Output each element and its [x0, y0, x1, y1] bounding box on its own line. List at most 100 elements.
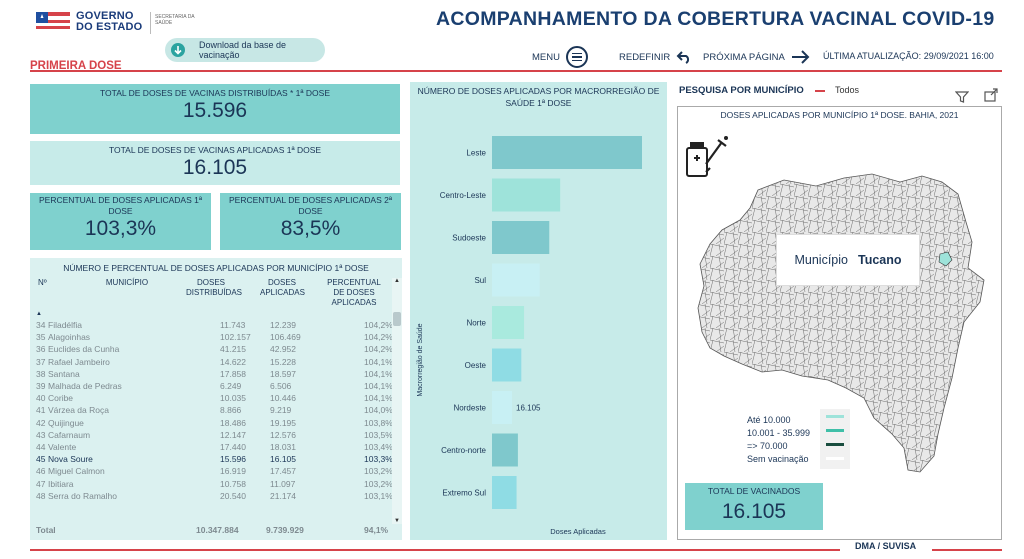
row-aplicadas: 42.952: [270, 344, 296, 355]
row-percentual: 103,8%: [364, 417, 393, 428]
bahia-flag-logo: [36, 12, 70, 34]
proxima-pagina-button[interactable]: PRÓXIMA PÁGINA: [703, 50, 811, 64]
category-label: Sul: [474, 276, 486, 285]
sort-asc-icon[interactable]: ▲: [36, 311, 42, 317]
logo-divider: [150, 12, 151, 34]
col-municipio[interactable]: MUNICÍPIO: [105, 278, 149, 287]
kpi-aplicadas-label: TOTAL DE DOSES DE VACINAS APLICADAS 1ª D…: [108, 145, 322, 155]
total-vacinados-card: TOTAL DE VACINADOS 16.105: [685, 483, 823, 530]
proxima-label: PRÓXIMA PÁGINA: [703, 51, 785, 63]
table-row[interactable]: 41 Várzea da Roça 8.866 9.219 104,0%: [30, 405, 393, 417]
col-distribuidas[interactable]: DOSES DISTRIBUÍDAS: [186, 278, 243, 297]
kpi-distribuidas-label: TOTAL DE DOSES DE VACINAS DISTRIBUÍDAS *…: [99, 88, 331, 98]
municipio-table: NÚMERO E PERCENTUAL DE DOSES APLICADAS P…: [30, 258, 402, 540]
row-num: 44: [36, 442, 46, 452]
row-distribuidas: 102.157: [220, 332, 251, 343]
row-municipio: Valente: [48, 442, 77, 452]
row-num: 34: [36, 320, 46, 330]
search-municipio-label: PESQUISA POR MUNICÍPIO: [679, 85, 804, 96]
municipio-filter-select[interactable]: Todos: [835, 85, 860, 95]
bar-sudoeste: [492, 221, 550, 254]
row-num: 46: [36, 466, 46, 477]
footer-label: DMA / SUVISA: [855, 541, 917, 551]
row-num: 48: [36, 490, 46, 501]
row-municipio: Serra do Ramalho: [48, 490, 117, 501]
logo-line2: DO ESTADO: [76, 21, 143, 33]
table-row[interactable]: 45 Nova Soure 15.596 16.105 103,3%: [30, 454, 393, 466]
row-percentual: 104,1%: [364, 356, 393, 367]
row-distribuidas: 10.035: [220, 393, 246, 404]
col-percentual[interactable]: PERCENTUAL DE DOSES APLICADAS: [327, 278, 381, 307]
redefinir-button[interactable]: REDEFINIR: [619, 50, 692, 64]
search-dash: [815, 90, 825, 92]
row-distribuidas: 17.858: [220, 368, 246, 379]
row-municipio: Euclides da Cunha: [48, 344, 120, 355]
row-percentual: 103,5%: [364, 429, 393, 440]
category-label: Norte: [466, 319, 486, 328]
col-num[interactable]: Nº: [38, 278, 47, 287]
row-num: 36: [36, 344, 46, 355]
row-distribuidas: 10.758: [220, 478, 246, 489]
row-num: 37: [36, 356, 46, 367]
kpi-distribuidas-value: 15.596: [182, 99, 248, 122]
row-aplicadas: 6.506: [270, 381, 292, 391]
logo-text: GOVERNO DO ESTADO: [76, 11, 142, 33]
col-aplicadas[interactable]: DOSES APLICADAS: [260, 278, 305, 297]
row-municipio: Ibitiara: [48, 478, 74, 489]
table-row[interactable]: 40 Coribe 10.035 10.446 104,1%: [30, 393, 393, 405]
table-row[interactable]: 36 Euclides da Cunha 41.215 42.952 104,2%: [30, 344, 393, 356]
table-row[interactable]: 39 Malhada de Pedras 6.249 6.506 104,1%: [30, 381, 393, 393]
legend-item-4: Sem vacinação: [747, 454, 809, 464]
legend-swatch-2: [826, 429, 844, 432]
table-row[interactable]: 35 Alagoinhas 102.157 106.469 104,2%: [30, 332, 393, 344]
map-tooltip: Município Tucano: [776, 234, 920, 286]
total-percentual: 94,1%: [364, 525, 389, 535]
bar-sul: [492, 263, 540, 297]
chart-ylabel: Macrorregião de Saúde: [417, 323, 424, 396]
kpi-perc1-value: 103,3%: [84, 217, 157, 240]
download-label: Download da base de vacinação: [199, 40, 287, 60]
page-title: ACOMPANHAMENTO DA COBERTURA VACINAL COVI…: [436, 8, 995, 30]
kpi-distribuidas: TOTAL DE DOSES DE VACINAS DISTRIBUÍDAS *…: [30, 84, 400, 134]
row-municipio: Santana: [48, 368, 80, 379]
table-row[interactable]: 34 Filadélfia 11.743 12.239 104,2%: [30, 320, 393, 332]
total-vacinados-label: TOTAL DE VACINADOS: [707, 486, 801, 496]
scroll-down-icon[interactable]: ▼: [394, 518, 400, 524]
row-num: 42: [36, 417, 46, 428]
bar-leste: [492, 136, 642, 169]
row-distribuidas: 6.249: [220, 381, 242, 391]
category-label: Centro-norte: [441, 446, 486, 455]
row-num: 40: [36, 393, 46, 404]
row-municipio: Rafael Jambeiro: [48, 356, 110, 367]
download-button[interactable]: Download da base de vacinação: [165, 38, 325, 62]
table-row[interactable]: 37 Rafael Jambeiro 14.622 15.228 104,1%: [30, 356, 393, 369]
row-percentual: 104,1%: [364, 393, 393, 404]
table-row[interactable]: 43 Cafarnaum 12.147 12.576 103,5%: [30, 429, 393, 442]
menu-button[interactable]: MENU: [532, 46, 588, 68]
scroll-thumb[interactable]: [393, 312, 401, 326]
focus-mode-icon[interactable]: [983, 87, 999, 103]
bar-nordeste: [492, 391, 512, 424]
bar-chart-svg: Macrorregião de Saúde Doses Aplicadas Le…: [417, 136, 642, 536]
table-row[interactable]: 44 Valente 17.440 18.031 103,4%: [30, 442, 393, 454]
row-municipio: Alagoinhas: [48, 332, 91, 343]
download-icon: [171, 43, 185, 57]
logo-line1: GOVERNO: [76, 10, 134, 22]
map-title: DOSES APLICADAS POR MUNICÍPIO 1ª DOSE. B…: [720, 110, 959, 120]
row-distribuidas: 16.919: [220, 466, 246, 477]
table-row[interactable]: 42 Quijingue 18.486 19.195 103,8%: [30, 417, 393, 430]
table-row[interactable]: 48 Serra do Ramalho 20.540 21.174 103,1%: [30, 490, 393, 503]
legend-swatch-3: [826, 443, 844, 446]
table-row[interactable]: 38 Santana 17.858 18.597 104,1%: [30, 368, 393, 381]
section-title: PRIMEIRA DOSE: [30, 60, 122, 72]
table-row[interactable]: 46 Miguel Calmon 16.919 17.457 103,2%: [30, 466, 393, 478]
row-municipio: Nova Soure: [48, 454, 93, 465]
tooltip-value: Tucano: [857, 253, 902, 267]
table-row[interactable]: 47 Ibitiara 10.758 11.097 103,2%: [30, 478, 393, 491]
filter-icon[interactable]: [955, 90, 969, 104]
row-municipio: Quijingue: [48, 417, 84, 428]
row-distribuidas: 12.147: [220, 429, 246, 440]
scroll-up-icon[interactable]: ▲: [394, 278, 400, 284]
table-scrollbar[interactable]: ▲ ▼: [392, 278, 402, 524]
redefinir-label: REDEFINIR: [619, 51, 671, 63]
